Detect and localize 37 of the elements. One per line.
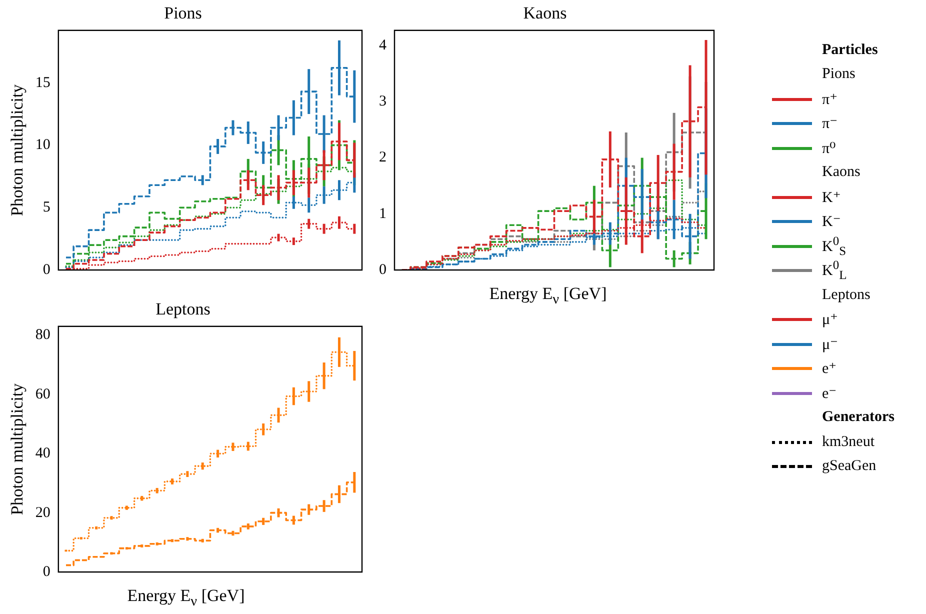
text: km3neut	[822, 434, 874, 451]
y-tick-label: 0	[42, 564, 50, 580]
chart-title: Leptons	[822, 286, 870, 303]
x-axis-title: Energy E$_{ν}$ [GeV]	[126, 586, 246, 610]
legend-label: π⁻	[822, 115, 838, 134]
y-tick-label: 3	[379, 94, 386, 110]
legend-label: e⁺	[822, 360, 837, 378]
y-axis-title: Photon multiplicity	[8, 382, 27, 516]
y-tick-label: 4	[379, 37, 387, 54]
y-tick-label: 0	[379, 262, 386, 278]
chart-title: Pions	[164, 4, 202, 23]
legend-label: π⁺	[822, 90, 838, 109]
legend-label: e⁻	[822, 384, 837, 403]
x-axis-title: Energy E$_{ν}$ [GeV]	[488, 284, 608, 308]
chart-title: Kaons	[822, 164, 860, 180]
legend-label: π⁰	[822, 140, 836, 158]
y-tick-label: 10	[35, 137, 50, 154]
y-tick-label: 5	[42, 200, 50, 216]
legend-label: K⁻	[822, 213, 841, 232]
legend-label: μ⁺	[822, 311, 838, 330]
y-tick-label: 20	[35, 504, 50, 521]
y-tick-label: 15	[35, 74, 50, 91]
legend-label: μ⁻	[822, 336, 838, 354]
chart-title: Pions	[822, 66, 856, 82]
y-tick-label: 80	[35, 327, 50, 344]
legend-title: Particles	[822, 42, 878, 59]
text: gSeaGen	[822, 458, 876, 476]
legend-label: K⁺	[822, 188, 841, 207]
text: Generators	[822, 409, 894, 426]
y-tick-label: 40	[35, 446, 50, 462]
y-tick-label: 2	[379, 150, 386, 166]
chart-title: Kaons	[523, 4, 567, 23]
y-tick-label: 0	[42, 262, 50, 278]
y-tick-label: 1	[379, 206, 386, 222]
y-tick-label: 60	[35, 386, 50, 402]
y-axis-title: Photon multiplicity	[8, 84, 27, 216]
chart-title: Leptons	[156, 300, 210, 319]
